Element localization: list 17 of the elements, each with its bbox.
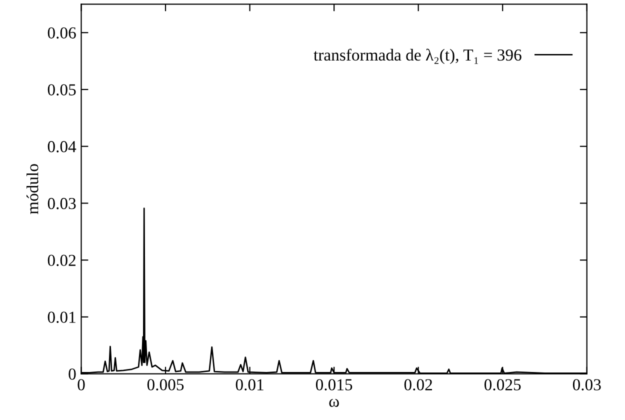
y-axis-title: módulo [26,164,38,214]
y-tick-label: 0.02 [48,254,76,266]
x-tick-label: 0.03 [572,379,601,390]
x-tick-label: 0 [78,379,85,390]
x-tick-label: 0.005 [147,379,184,390]
y-tick-label: 0.06 [48,27,76,39]
x-tick-label: 0.01 [236,379,264,390]
y-tick-label: 0.03 [48,198,76,210]
y-tick-label: 0.05 [48,84,76,96]
x-tick-label: 0.015 [316,379,352,390]
x-tick-label: 0.02 [404,379,432,390]
legend-label: transformada de λ₂(t), T₁ = 396 [314,48,522,64]
y-tick-label: 0 [68,368,76,380]
x-tick-label: 0.025 [484,379,521,390]
x-axis-title: ω [329,398,339,407]
y-tick-label: 0.01 [48,312,76,323]
y-tick-label: 0.04 [48,141,76,152]
